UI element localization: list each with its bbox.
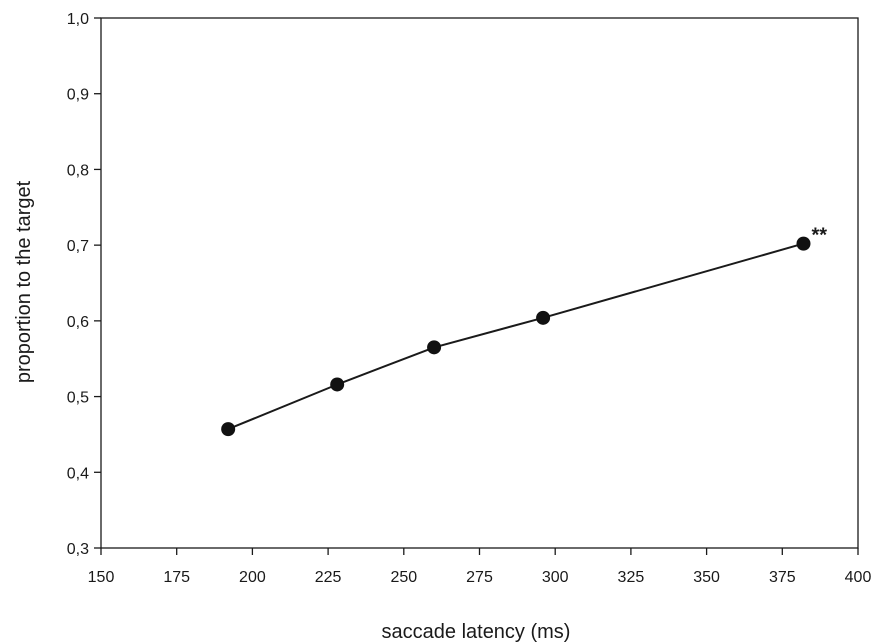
y-axis-title: proportion to the target <box>13 180 35 383</box>
y-tick-label: 0,8 <box>67 162 89 179</box>
y-tick-label: 0,4 <box>67 465 89 482</box>
y-tick-label: 0,7 <box>67 238 89 255</box>
x-axis: 150 175 200 225 250 275 300 325 350 375 400 <box>88 548 872 586</box>
y-tick-label: 0,6 <box>67 314 89 331</box>
x-tick-label: 175 <box>163 569 190 586</box>
x-tick-label: 250 <box>390 569 417 586</box>
plot-area <box>100 17 859 549</box>
y-tick-label: 1,0 <box>67 11 89 28</box>
x-axis-title: saccade latency (ms) <box>382 621 571 643</box>
series-line <box>227 242 804 431</box>
x-tick-label: 200 <box>239 569 266 586</box>
x-tick-label: 300 <box>542 569 569 586</box>
x-tick-label: 275 <box>466 569 493 586</box>
significance-annotation: ** <box>811 225 827 247</box>
plot-border <box>100 17 859 549</box>
data-point <box>427 340 442 355</box>
y-tick-label: 0,3 <box>67 541 89 558</box>
data-point <box>536 310 551 325</box>
y-axis: 0,3 0,4 0,5 0,6 0,7 0,8 0,9 1,0 <box>67 11 101 558</box>
x-tick-label: 400 <box>845 569 872 586</box>
data-point <box>221 422 236 437</box>
x-tick-label: 325 <box>618 569 645 586</box>
data-point <box>330 377 345 392</box>
series-layer <box>221 236 811 437</box>
annotation-layer: ** <box>811 225 827 247</box>
x-tick-label: 350 <box>693 569 720 586</box>
data-point <box>796 236 811 251</box>
x-tick-label: 375 <box>769 569 796 586</box>
x-tick-label: 225 <box>315 569 342 586</box>
y-tick-label: 0,5 <box>67 390 89 407</box>
y-tick-label: 0,9 <box>67 87 89 104</box>
x-tick-label: 150 <box>88 569 115 586</box>
